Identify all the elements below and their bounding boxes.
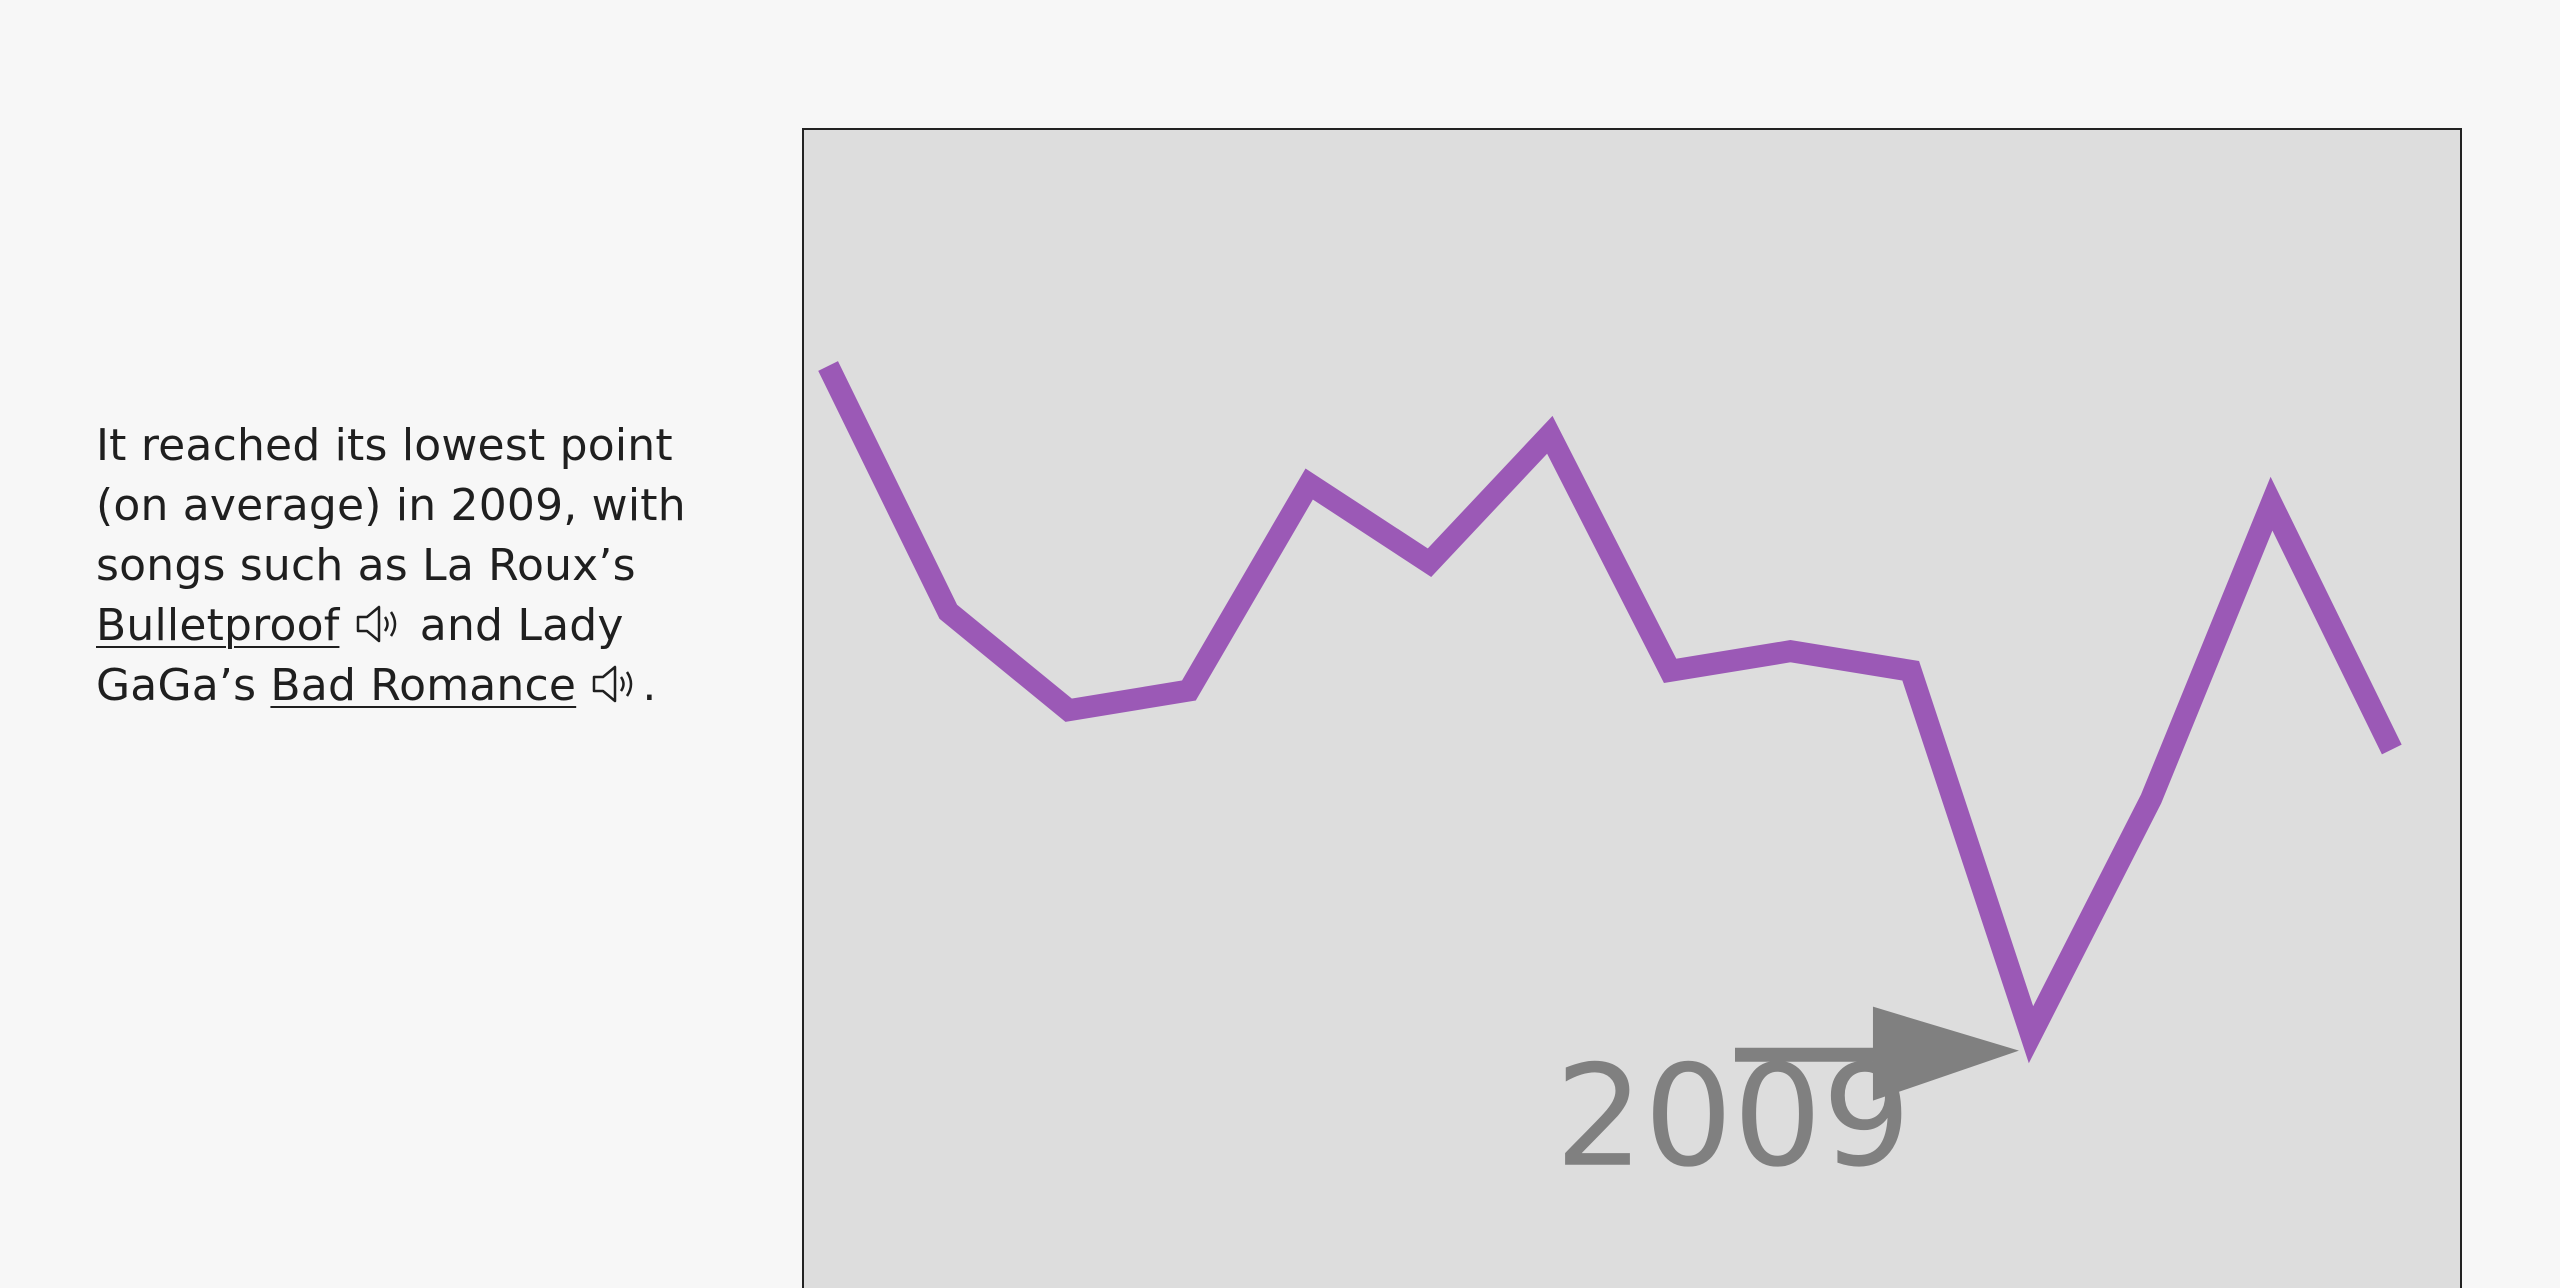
story-text-part-3: . bbox=[642, 660, 657, 711]
song-link-bad-romance[interactable]: Bad Romance bbox=[270, 660, 577, 711]
story-paragraph: It reached its lowest point (on average)… bbox=[96, 416, 686, 716]
chart-panel: 2009 bbox=[802, 128, 2462, 1288]
annotation-arrow-head bbox=[1872, 1006, 2019, 1101]
story-text-part-1: It reached its lowest point (on average)… bbox=[96, 420, 686, 591]
song-link-bulletproof[interactable]: Bulletproof bbox=[96, 600, 340, 651]
speaker-icon[interactable] bbox=[590, 662, 642, 706]
series-line bbox=[818, 361, 2402, 1064]
annotation-year-label: 2009 bbox=[1555, 1036, 1911, 1199]
speaker-icon[interactable] bbox=[354, 602, 406, 646]
story-text-part-2: and Lady GaGa’s bbox=[96, 600, 624, 711]
story-text-panel: It reached its lowest point (on average)… bbox=[96, 416, 686, 716]
line-chart: 2009 bbox=[818, 361, 2402, 1199]
